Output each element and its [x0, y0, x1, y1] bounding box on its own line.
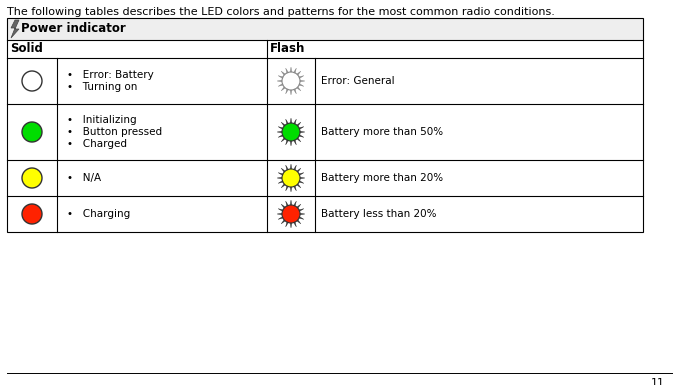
Polygon shape — [281, 168, 286, 173]
Text: Battery more than 50%: Battery more than 50% — [321, 127, 443, 137]
Text: •   Charging: • Charging — [67, 209, 130, 219]
Text: Power indicator: Power indicator — [21, 22, 126, 35]
Polygon shape — [296, 219, 301, 224]
Polygon shape — [299, 131, 305, 133]
Polygon shape — [285, 119, 289, 125]
Polygon shape — [281, 86, 286, 91]
Polygon shape — [290, 118, 292, 124]
Polygon shape — [290, 186, 292, 192]
Polygon shape — [299, 213, 305, 215]
Polygon shape — [285, 201, 289, 207]
Polygon shape — [296, 204, 301, 209]
Polygon shape — [298, 83, 304, 86]
Polygon shape — [293, 119, 296, 125]
Text: Battery less than 20%: Battery less than 20% — [321, 209, 437, 219]
Polygon shape — [281, 122, 286, 127]
Circle shape — [282, 169, 300, 187]
Circle shape — [282, 123, 300, 141]
Polygon shape — [296, 183, 301, 188]
Polygon shape — [296, 122, 301, 127]
Polygon shape — [277, 213, 283, 215]
Polygon shape — [278, 172, 284, 176]
Polygon shape — [293, 165, 296, 171]
Text: •   Button pressed: • Button pressed — [67, 127, 162, 137]
Polygon shape — [278, 216, 284, 219]
Polygon shape — [298, 180, 304, 183]
Polygon shape — [285, 68, 289, 74]
Text: •   Turning on: • Turning on — [67, 82, 138, 92]
Polygon shape — [277, 131, 283, 133]
Polygon shape — [298, 216, 304, 219]
Polygon shape — [293, 201, 296, 207]
Polygon shape — [281, 71, 286, 76]
Polygon shape — [293, 185, 296, 191]
Polygon shape — [11, 20, 19, 38]
Polygon shape — [298, 127, 304, 130]
Circle shape — [22, 122, 42, 142]
Polygon shape — [296, 168, 301, 173]
Polygon shape — [290, 164, 292, 170]
Polygon shape — [285, 88, 289, 94]
Text: Flash: Flash — [270, 42, 305, 55]
Polygon shape — [296, 71, 301, 76]
Polygon shape — [285, 221, 289, 227]
Bar — [7, 18, 643, 40]
Polygon shape — [290, 89, 292, 95]
Text: •   Error: Battery: • Error: Battery — [67, 70, 154, 80]
Polygon shape — [290, 140, 292, 146]
Polygon shape — [296, 137, 301, 142]
Circle shape — [22, 204, 42, 224]
Polygon shape — [299, 80, 305, 82]
Polygon shape — [277, 80, 283, 82]
Text: •   Initializing: • Initializing — [67, 115, 137, 125]
Text: The following tables describes the LED colors and patterns for the most common r: The following tables describes the LED c… — [7, 7, 555, 17]
Text: 11: 11 — [651, 378, 665, 385]
Polygon shape — [285, 165, 289, 171]
Polygon shape — [293, 139, 296, 145]
Polygon shape — [293, 221, 296, 227]
Polygon shape — [281, 183, 286, 188]
Text: Battery more than 20%: Battery more than 20% — [321, 173, 443, 183]
Polygon shape — [293, 88, 296, 94]
Polygon shape — [299, 177, 305, 179]
Circle shape — [282, 205, 300, 223]
Polygon shape — [298, 172, 304, 176]
Polygon shape — [278, 209, 284, 212]
Polygon shape — [298, 76, 304, 79]
Polygon shape — [278, 180, 284, 183]
Polygon shape — [285, 139, 289, 145]
Polygon shape — [290, 200, 292, 206]
Polygon shape — [278, 134, 284, 137]
Polygon shape — [296, 86, 301, 91]
Text: Error: General: Error: General — [321, 76, 394, 86]
Circle shape — [22, 168, 42, 188]
Polygon shape — [281, 137, 286, 142]
Polygon shape — [281, 204, 286, 209]
Text: •   Charged: • Charged — [67, 139, 127, 149]
Polygon shape — [281, 219, 286, 224]
Polygon shape — [278, 76, 284, 79]
Polygon shape — [293, 68, 296, 74]
Bar — [7, 18, 643, 232]
Polygon shape — [298, 134, 304, 137]
Text: Solid: Solid — [10, 42, 43, 55]
Polygon shape — [290, 67, 292, 73]
Polygon shape — [298, 209, 304, 212]
Circle shape — [282, 72, 300, 90]
Polygon shape — [277, 177, 283, 179]
Polygon shape — [278, 83, 284, 86]
Text: •   N/A: • N/A — [67, 173, 101, 183]
Polygon shape — [290, 222, 292, 228]
Circle shape — [22, 71, 42, 91]
Polygon shape — [285, 185, 289, 191]
Polygon shape — [278, 127, 284, 130]
